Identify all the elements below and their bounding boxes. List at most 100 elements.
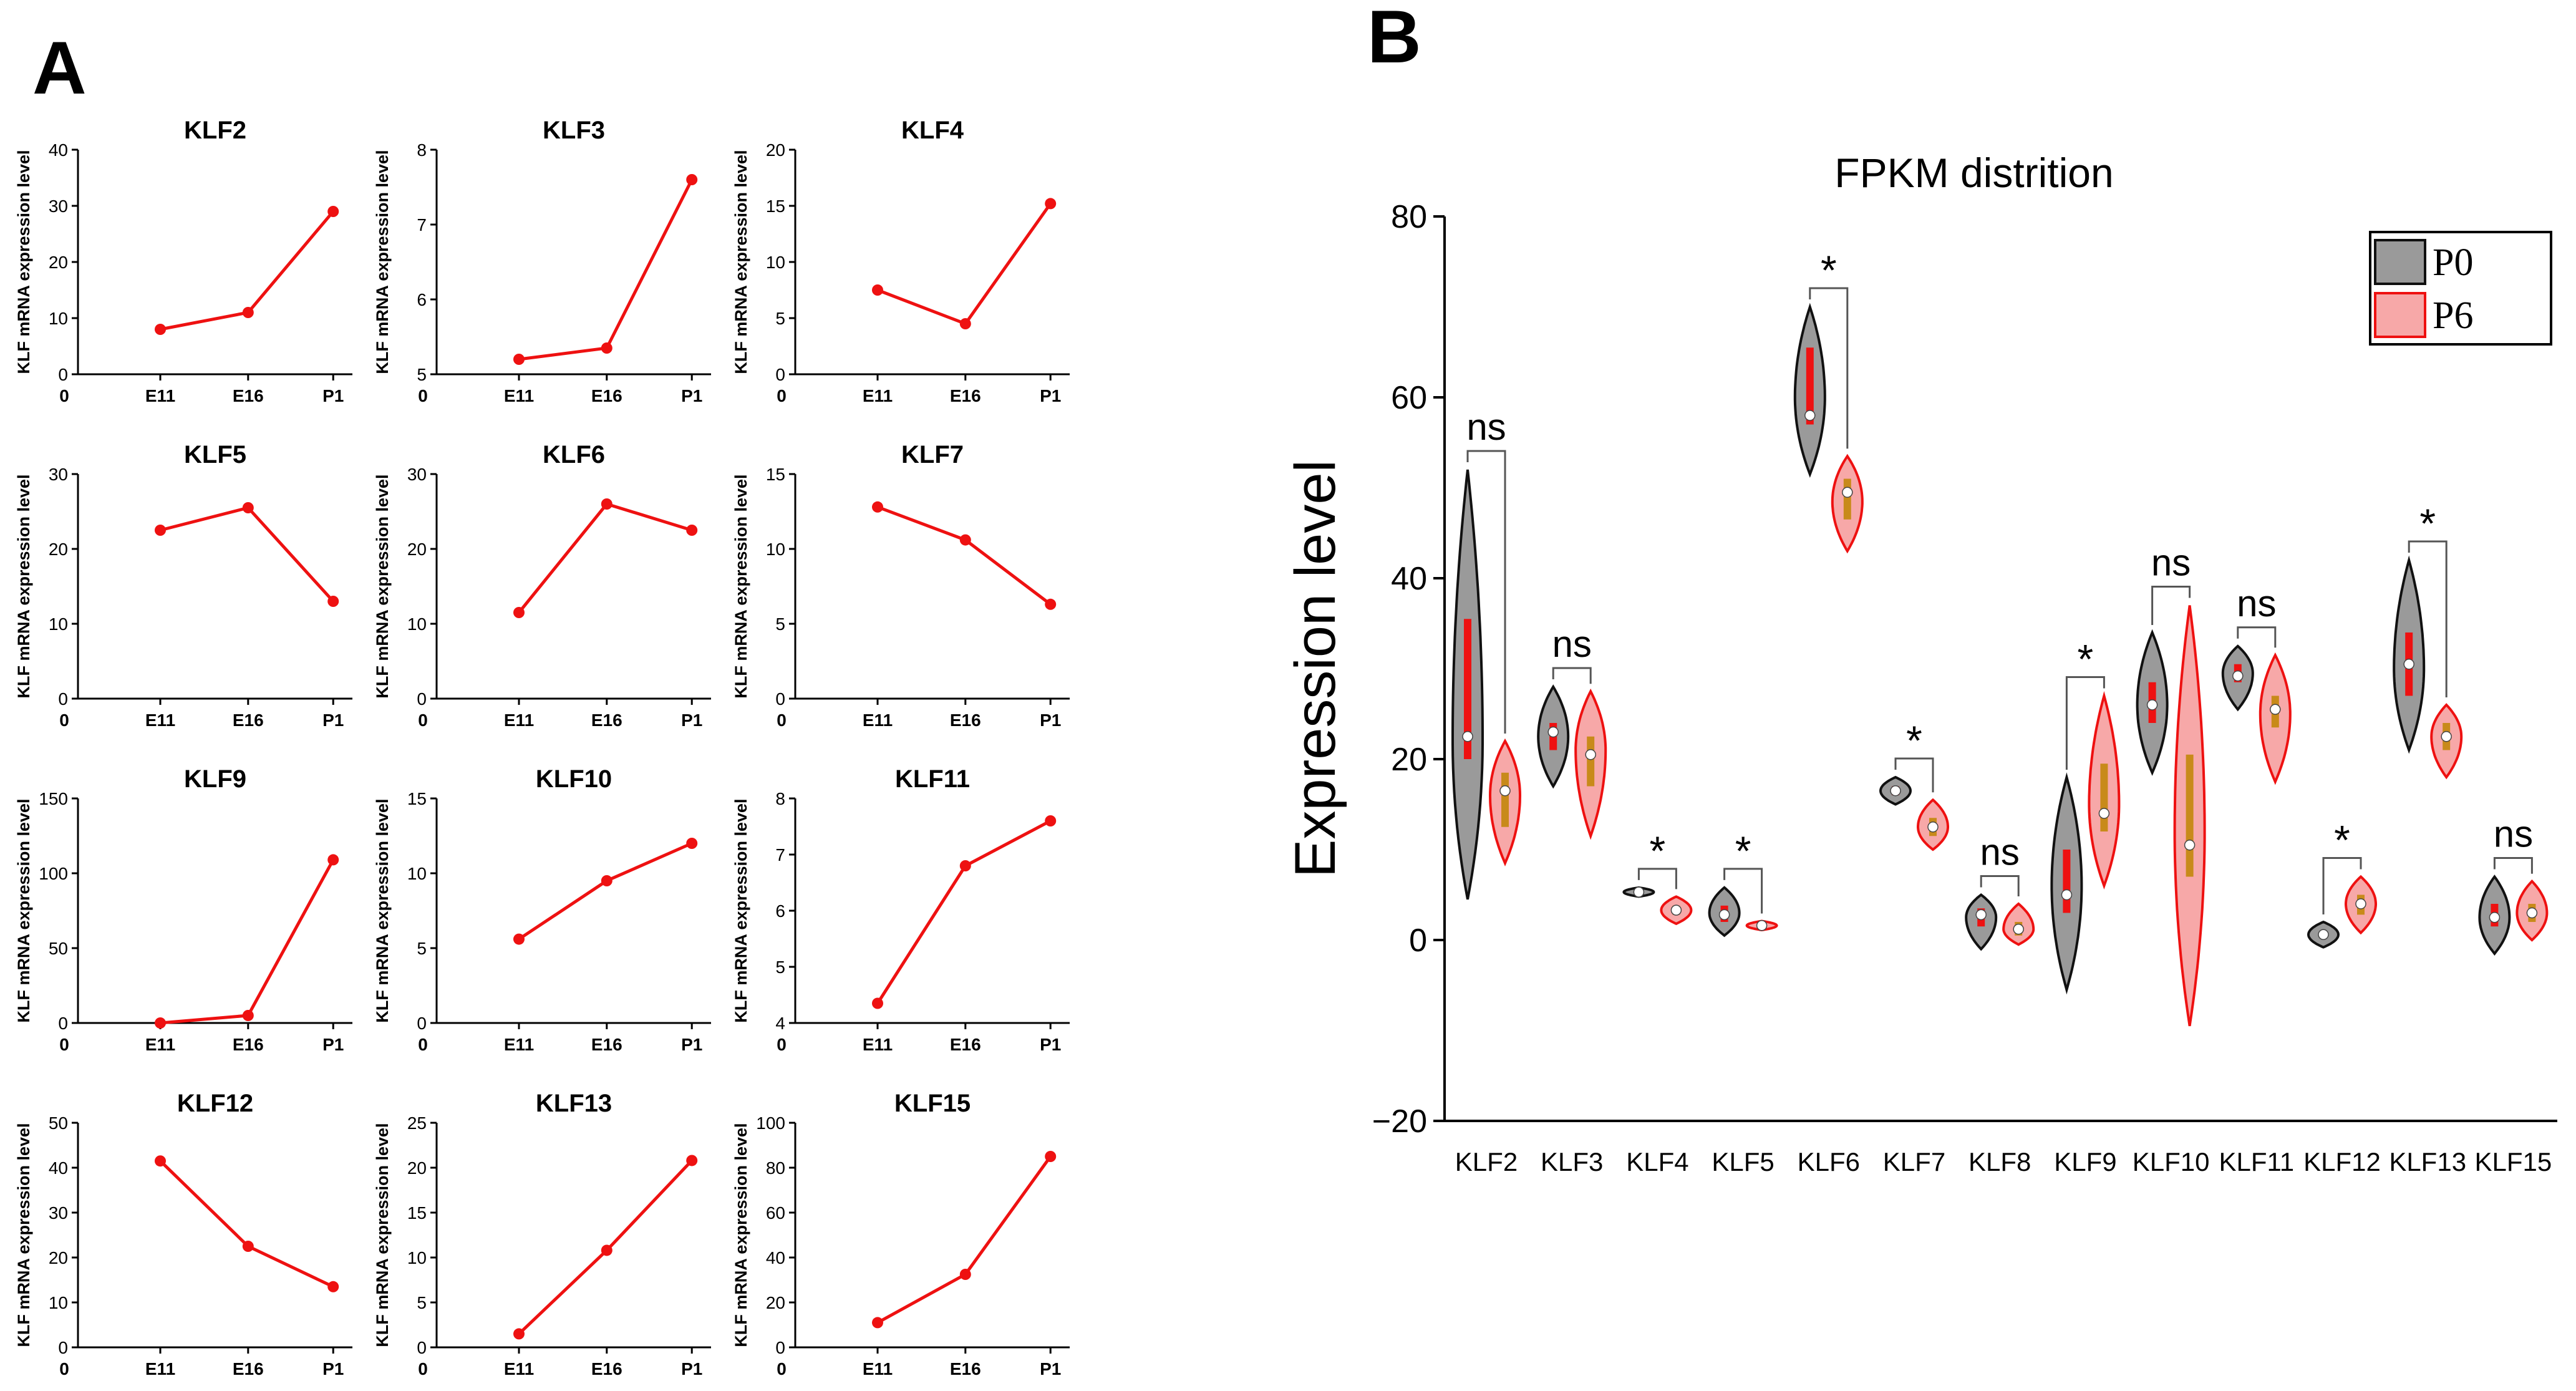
x-origin-label: 0: [418, 1035, 428, 1054]
median-point-p6: [2098, 808, 2110, 819]
x-tick-label: E11: [504, 710, 534, 730]
y-tick-label: 6: [775, 901, 785, 921]
y-tick-label: 80: [766, 1158, 785, 1178]
line-chart-klf3: KLF3 5 6 7 8 0 E11 E16 P1 KLF mRNA expression lev…: [373, 117, 711, 405]
x-tick-label: E16: [591, 710, 622, 730]
y-axis-label: Expression level: [1284, 460, 1347, 878]
y-tick-label: −20: [1372, 1103, 1427, 1140]
median-point-p6: [1927, 822, 1939, 833]
median-point-p0: [2403, 659, 2414, 670]
x-tick-label: E16: [950, 1035, 981, 1054]
data-point: [242, 307, 254, 318]
y-tick-label: 40: [49, 140, 68, 160]
x-tick-label: E11: [504, 1035, 534, 1054]
significance-bracket: [1466, 450, 1506, 734]
x-tick-label: KLF5: [1712, 1147, 1774, 1176]
significance-bracket: [2065, 676, 2105, 770]
median-point-p6: [2013, 923, 2024, 935]
y-tick-label: 0: [775, 365, 785, 384]
y-tick-label: 40: [1391, 561, 1427, 597]
median-point-p0: [1633, 886, 1645, 898]
chart-title: KLF6: [543, 441, 605, 468]
data-point: [327, 854, 339, 866]
y-tick-label: 30: [407, 465, 427, 484]
significance-label: *: [2334, 817, 2350, 863]
chart-title: KLF9: [184, 765, 246, 793]
y-tick-label: 100: [39, 864, 68, 883]
data-point: [686, 838, 698, 849]
data-point: [686, 525, 698, 536]
x-tick-label: KLF6: [1798, 1147, 1860, 1176]
violin-group-klf3: KLF3 ns: [1537, 623, 1607, 1176]
median-point-p6: [1585, 749, 1596, 760]
x-tick-label: E16: [233, 1359, 264, 1379]
median-point-p0: [1547, 726, 1559, 738]
x-origin-label: 0: [418, 1359, 428, 1379]
data-point: [959, 534, 971, 546]
data-point: [1045, 815, 1057, 826]
violin-group-klf4: KLF4 *: [1622, 828, 1693, 1176]
y-tick-label: 50: [49, 1113, 68, 1133]
y-axis-label: KLF mRNA expression level: [14, 798, 33, 1022]
y-axis-label: KLF mRNA expression level: [373, 1123, 392, 1347]
y-tick-label: 10: [766, 253, 785, 272]
violin-group-klf6: KLF6 *: [1793, 247, 1864, 1176]
line-chart-klf12: KLF12 0 10 20 30 40 50 0 E11 E16 P1 KLF mRNA expres…: [14, 1090, 352, 1379]
y-axis-label: KLF mRNA expression level: [14, 1123, 33, 1347]
series-line: [518, 178, 694, 361]
chart-title: KLF10: [536, 765, 612, 793]
y-tick-label: 10: [49, 1293, 68, 1312]
data-point: [242, 502, 254, 513]
y-tick-label: 15: [407, 1203, 427, 1223]
x-tick-label: P1: [322, 386, 344, 405]
x-origin-label: 0: [418, 386, 428, 405]
violin-group-klf11: KLF11 ns: [2219, 583, 2294, 1176]
y-tick-label: 20: [49, 540, 68, 559]
data-point: [959, 860, 971, 871]
x-tick-label: P1: [1040, 1359, 1061, 1379]
y-tick-label: 20: [766, 1293, 785, 1312]
chart-title: KLF15: [894, 1090, 971, 1117]
x-tick-label: P1: [1040, 710, 1061, 730]
y-tick-label: 0: [58, 689, 68, 709]
median-point-p0: [2232, 670, 2244, 682]
line-chart-klf2: KLF2 0 10 20 30 40 0 E11 E16 P1 KLF mRNA expressio…: [14, 117, 352, 405]
x-tick-label: E16: [591, 386, 622, 405]
median-point-p6: [2270, 704, 2281, 715]
y-tick-label: 20: [49, 1248, 68, 1267]
chart-title: KLF4: [901, 117, 964, 144]
x-tick-label: KLF7: [1883, 1147, 1945, 1176]
y-tick-label: 15: [766, 196, 785, 216]
violin-group-klf12: KLF12 *: [2303, 817, 2381, 1177]
y-tick-label: 0: [1409, 923, 1427, 959]
significance-label: *: [1735, 828, 1751, 874]
x-origin-label: 0: [777, 386, 787, 405]
data-point: [872, 1317, 883, 1329]
chart-title: KLF13: [536, 1090, 612, 1117]
y-tick-label: 5: [775, 309, 785, 328]
y-tick-label: 50: [49, 939, 68, 958]
data-point: [601, 342, 613, 354]
y-tick-label: 15: [407, 789, 427, 808]
violin-group-klf7: KLF7 *: [1879, 717, 1949, 1176]
y-tick-label: 0: [58, 1014, 68, 1033]
x-origin-label: 0: [59, 1359, 69, 1379]
significance-bracket: [2151, 586, 2191, 625]
data-point: [513, 1328, 525, 1340]
violin-group-klf8: KLF8 ns: [1965, 831, 2035, 1176]
y-tick-label: 0: [417, 1338, 427, 1357]
x-origin-label: 0: [777, 1035, 787, 1054]
x-tick-label: E11: [504, 386, 534, 405]
x-tick-label: KLF2: [1455, 1147, 1518, 1176]
significance-label: ns: [2237, 583, 2276, 624]
y-tick-label: 0: [775, 1338, 785, 1357]
x-tick-label: E16: [591, 1035, 622, 1054]
y-tick-label: 0: [417, 1014, 427, 1033]
line-chart-klf10: KLF10 0 5 10 15 0 E11 E16 P1 KLF mRNA expression …: [373, 765, 711, 1054]
y-tick-label: 5: [775, 614, 785, 634]
series-line: [518, 502, 692, 614]
x-origin-label: 0: [777, 710, 787, 730]
y-tick-label: 8: [775, 789, 785, 808]
violin-group-klf9: KLF9 *: [2050, 636, 2121, 1176]
